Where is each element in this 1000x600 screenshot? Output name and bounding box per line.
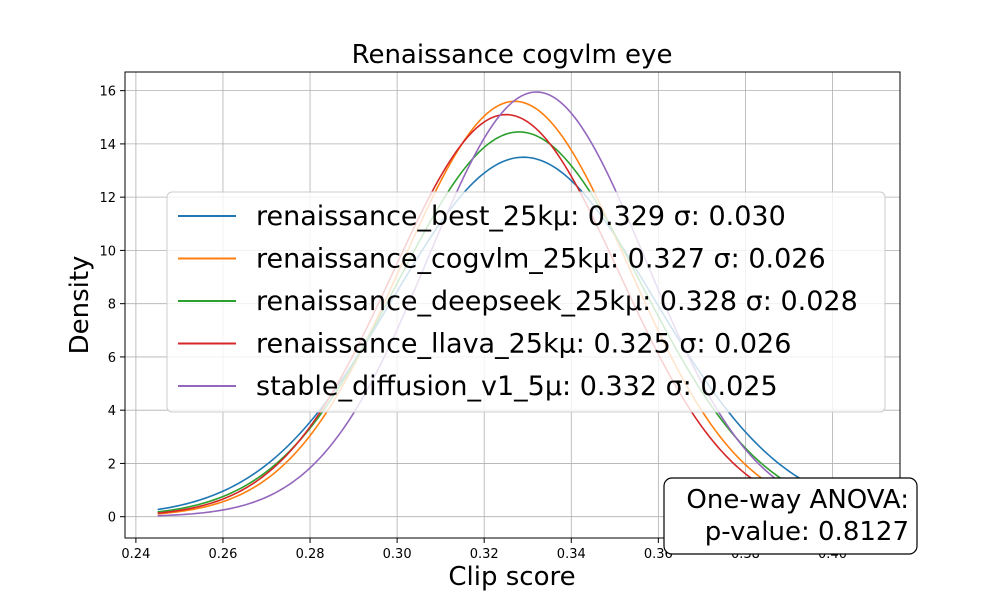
annotation-box xyxy=(663,477,918,555)
series-line-1 xyxy=(157,156,872,511)
y-tick-label: 10 xyxy=(99,244,116,259)
y-tick-label: 4 xyxy=(108,404,116,419)
x-axis-label: Clip score xyxy=(448,562,575,592)
y-tick-label: 0 xyxy=(108,511,116,526)
legend: renaissance_best_25kμ: 0.329 σ: 0.030 ren… xyxy=(166,191,886,413)
y-tick-label: 8 xyxy=(108,298,116,313)
chart-title: Renaissance cogvlm eye xyxy=(352,40,673,70)
x-tick-label: 0.26 xyxy=(208,547,237,562)
x-tick-label: 0.24 xyxy=(121,547,150,562)
legend-label-1: renaissance_best_25kμ: 0.329 σ: 0.030 xyxy=(256,201,786,232)
y-tick-label: 12 xyxy=(99,191,116,206)
legend-label-5: stable_diffusion_v1_5μ: 0.332 σ: 0.025 xyxy=(256,371,778,402)
y-tick-label: 14 xyxy=(99,138,116,153)
x-tick-label: 0.30 xyxy=(383,547,412,562)
y-tick-label: 6 xyxy=(108,351,116,366)
legend-label-3: renaissance_deepseek_25kμ: 0.328 σ: 0.02… xyxy=(256,286,858,317)
series-line-5 xyxy=(157,91,872,517)
annotation-line-2: p-value: 0.8127 xyxy=(705,517,909,547)
y-tick-label: 2 xyxy=(108,457,116,472)
y-tick-label: 16 xyxy=(99,85,116,100)
legend-label-4: renaissance_llava_25kμ: 0.325 σ: 0.026 xyxy=(256,329,791,360)
x-tick-label: 0.28 xyxy=(296,547,325,562)
x-tick-label: 0.34 xyxy=(557,547,586,562)
annotation-line-1: One-way ANOVA: xyxy=(686,485,909,515)
anova-annotation: One-way ANOVA: p-value: 0.8127 xyxy=(663,477,918,555)
legend-box xyxy=(166,191,886,413)
plot-frame xyxy=(124,71,901,539)
series-line-3 xyxy=(157,131,872,513)
y-axis-label: Density xyxy=(65,256,95,355)
legend-label-2: renaissance_cogvlm_25kμ: 0.327 σ: 0.026 xyxy=(256,244,826,275)
x-tick-label: 0.32 xyxy=(470,547,499,562)
